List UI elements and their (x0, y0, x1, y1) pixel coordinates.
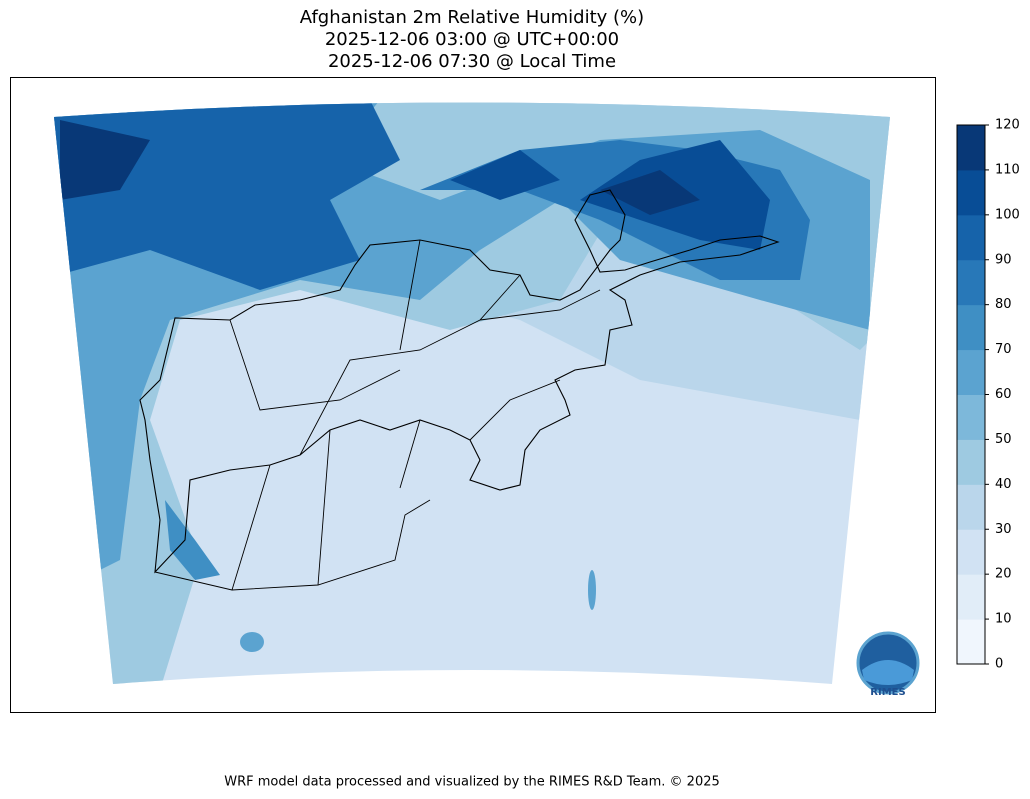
logo: RIMES (856, 631, 920, 698)
colorbar-segment (957, 529, 985, 575)
map-frame (10, 77, 936, 713)
colorbar-tick-label: 40 (995, 477, 1012, 492)
colorbar-tick-label: 80 (995, 297, 1012, 312)
colorbar-segment (957, 125, 985, 171)
footer: WRF model data processed and visualized … (224, 775, 720, 790)
colorbar-segment (957, 259, 985, 306)
colorbar-tick-label: 50 (995, 432, 1012, 447)
title: Afghanistan 2m Relative Humidity (%) (300, 7, 644, 28)
colorbar-segment (957, 574, 985, 620)
colorbar-tick-label: 120 (995, 118, 1020, 133)
logo-text: RIMES (870, 687, 905, 698)
colorbar-tick-label: 70 (995, 342, 1012, 357)
colorbar-segment (957, 439, 985, 485)
humidity-field (54, 102, 890, 684)
colorbar-tick-label: 10 (995, 612, 1012, 627)
province-borders (154, 239, 601, 591)
colorbar-segment (957, 484, 985, 530)
country-outline (139, 189, 780, 574)
colorbar-tick-label: 90 (995, 252, 1012, 267)
colorbar-segment (957, 169, 985, 216)
colorbar-tick-label: 110 (995, 162, 1020, 177)
colorbar-segment (957, 214, 985, 261)
colorbar-tick-label: 100 (995, 207, 1020, 222)
colorbar-tick-label: 30 (995, 522, 1012, 537)
colorbar-segment (957, 349, 985, 395)
subtitle-local: 2025-12-06 07:30 @ Local Time (328, 51, 616, 72)
colorbar-tick-label: 20 (995, 567, 1012, 582)
colorbar-tick-label: 60 (995, 387, 1012, 402)
colorbar-segment (957, 619, 985, 665)
colorbar-tick-label: 0 (995, 657, 1003, 672)
colorbar-segment (957, 394, 985, 440)
subtitle-utc: 2025-12-06 03:00 @ UTC+00:00 (325, 29, 619, 50)
colorbar-segment (957, 304, 985, 351)
colorbar: 0 10 20 30 40 50 60 70 80 90 100 110 120 (956, 118, 1020, 672)
